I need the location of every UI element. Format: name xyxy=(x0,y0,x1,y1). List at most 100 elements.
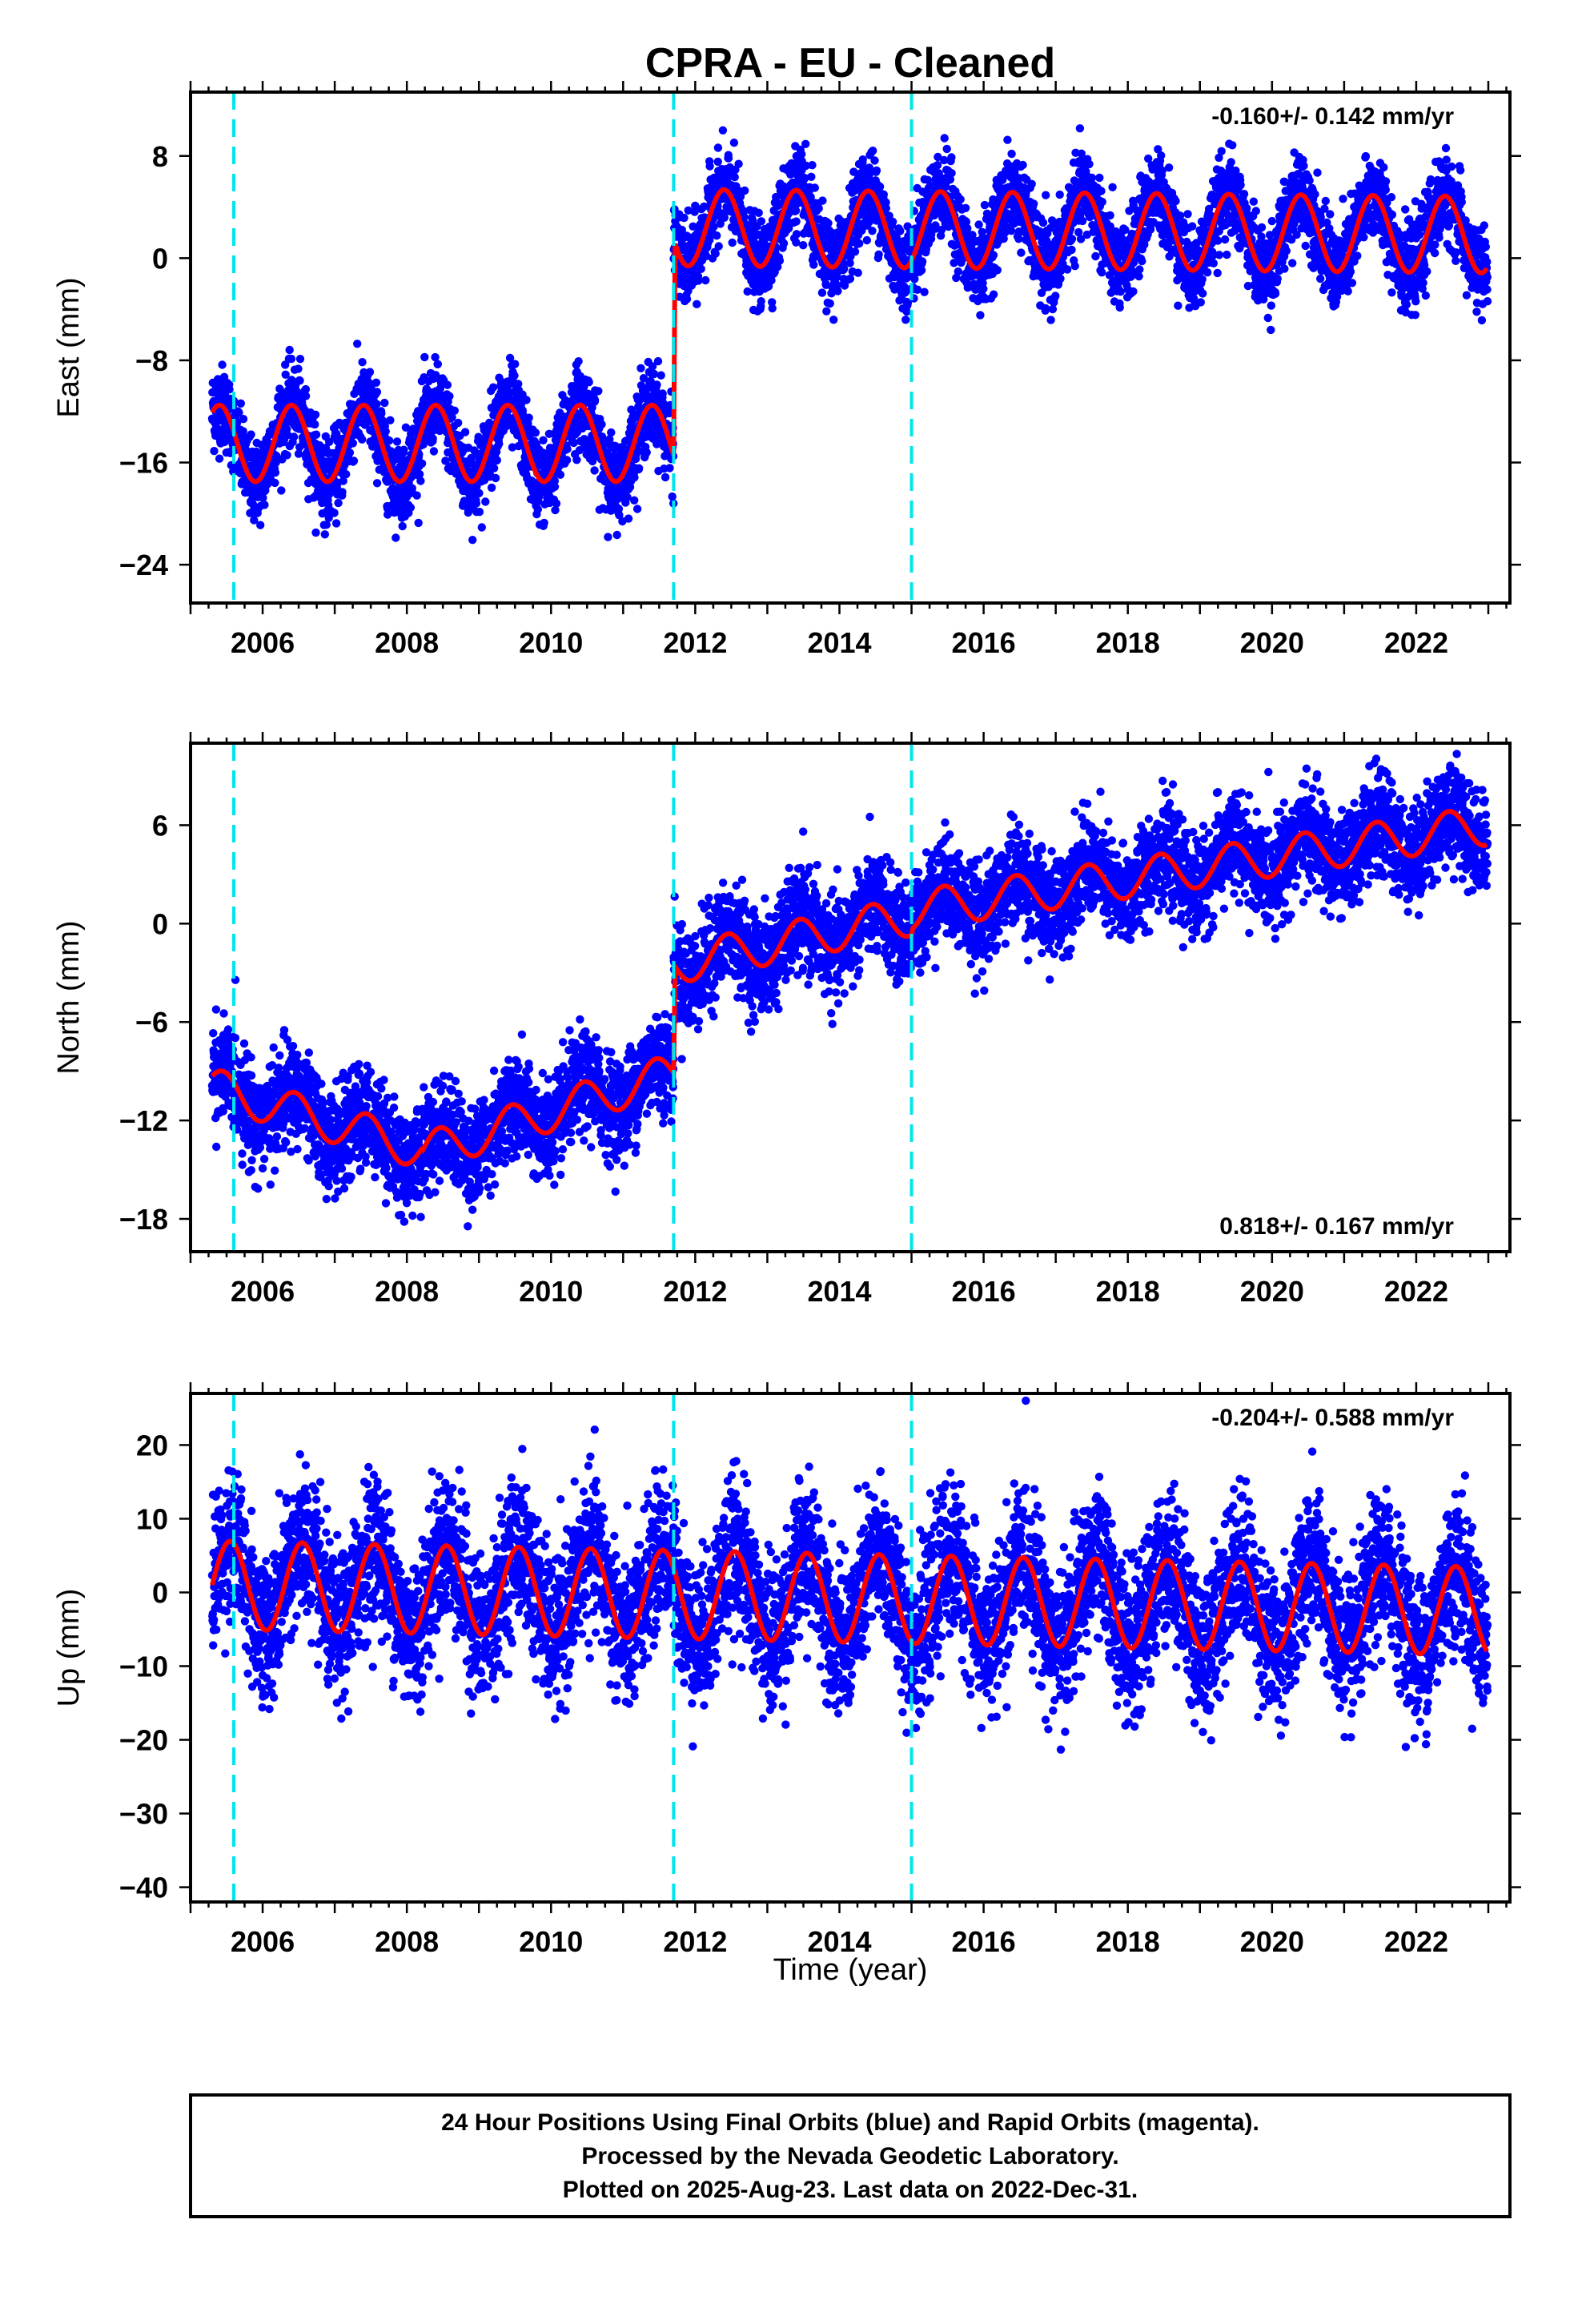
data-point xyxy=(713,143,723,152)
data-point xyxy=(383,510,392,519)
data-point xyxy=(1108,183,1117,191)
data-point xyxy=(322,521,331,529)
data-point xyxy=(1095,173,1104,183)
data-point xyxy=(488,383,498,392)
data-point xyxy=(391,533,400,542)
data-point xyxy=(1097,187,1106,195)
data-point xyxy=(301,392,311,400)
data-point xyxy=(680,213,689,223)
data-point xyxy=(294,364,303,373)
data-point xyxy=(808,161,817,170)
data-point xyxy=(1027,179,1036,188)
data-point xyxy=(642,448,651,457)
data-point xyxy=(475,489,484,497)
data-point xyxy=(381,427,390,436)
data-point xyxy=(954,267,963,276)
data-point xyxy=(853,268,862,277)
data-point xyxy=(1062,265,1072,274)
data-point xyxy=(334,498,343,508)
data-point xyxy=(283,451,291,460)
data-point xyxy=(888,217,897,227)
data-point xyxy=(301,384,311,394)
data-point xyxy=(377,409,386,418)
data-point xyxy=(956,195,965,204)
data-point xyxy=(979,284,988,293)
data-point xyxy=(1038,218,1048,227)
data-point xyxy=(974,220,983,229)
data-point xyxy=(665,464,674,472)
data-point xyxy=(320,530,329,539)
data-point xyxy=(775,256,785,265)
data-point xyxy=(728,238,737,247)
data-point xyxy=(285,345,294,355)
data-point xyxy=(809,260,818,269)
data-point xyxy=(824,219,833,227)
data-point xyxy=(1067,235,1077,243)
data-point xyxy=(989,251,998,259)
data-point xyxy=(392,437,402,446)
east-panel: 2006 2008 2010 2012 2014 2016 2018 2020 2022−24−… xyxy=(52,81,1521,659)
data-point xyxy=(331,519,341,528)
data-point xyxy=(714,242,723,251)
data-point xyxy=(741,186,749,195)
data-point xyxy=(947,169,956,178)
data-point xyxy=(792,238,801,247)
data-point xyxy=(1056,274,1065,283)
data-point xyxy=(656,371,665,380)
data-point xyxy=(879,190,889,199)
data-point xyxy=(271,468,280,477)
data-point xyxy=(701,275,710,285)
data-point xyxy=(1174,301,1182,310)
data-point xyxy=(540,518,548,528)
data-point xyxy=(961,203,970,212)
data-point xyxy=(584,378,593,387)
data-point xyxy=(1070,262,1079,271)
data-point xyxy=(845,274,855,283)
data-point xyxy=(1171,196,1180,206)
data-point xyxy=(345,448,355,457)
figure-title: CPRA - EU - Cleaned xyxy=(645,40,1055,86)
data-point xyxy=(460,428,470,436)
data-point xyxy=(342,470,351,479)
data-point xyxy=(940,134,949,143)
data-point xyxy=(630,496,639,505)
data-point xyxy=(420,352,429,362)
data-point xyxy=(814,204,823,213)
data-point xyxy=(531,428,540,437)
data-point xyxy=(718,126,728,135)
data-point xyxy=(271,478,279,488)
data-point xyxy=(311,430,321,439)
data-point xyxy=(807,172,816,181)
data-point xyxy=(550,482,560,491)
data-point xyxy=(1051,292,1060,300)
data-point xyxy=(468,536,477,545)
data-point xyxy=(487,483,496,493)
data-point xyxy=(1067,245,1076,255)
data-point xyxy=(1091,251,1100,261)
data-point xyxy=(239,427,247,436)
data-point xyxy=(1042,191,1050,199)
data-point xyxy=(365,368,375,376)
data-point xyxy=(989,290,998,299)
data-point xyxy=(768,304,777,313)
data-point xyxy=(658,389,667,398)
data-point xyxy=(428,434,437,443)
data-point xyxy=(450,406,459,415)
data-point xyxy=(634,464,644,472)
data-point xyxy=(1098,268,1106,277)
data-point xyxy=(1085,159,1094,169)
data-point xyxy=(236,399,245,408)
data-point xyxy=(371,378,381,387)
data-point xyxy=(259,493,267,502)
data-point xyxy=(1106,211,1114,220)
data-point xyxy=(339,476,347,485)
data-point xyxy=(896,227,905,235)
data-point xyxy=(412,491,421,500)
data-point xyxy=(1075,124,1085,133)
data-point xyxy=(372,400,381,408)
data-point xyxy=(869,147,877,155)
data-point xyxy=(417,459,427,468)
data-point xyxy=(416,476,425,485)
data-point xyxy=(398,521,407,531)
data-point xyxy=(556,470,565,479)
